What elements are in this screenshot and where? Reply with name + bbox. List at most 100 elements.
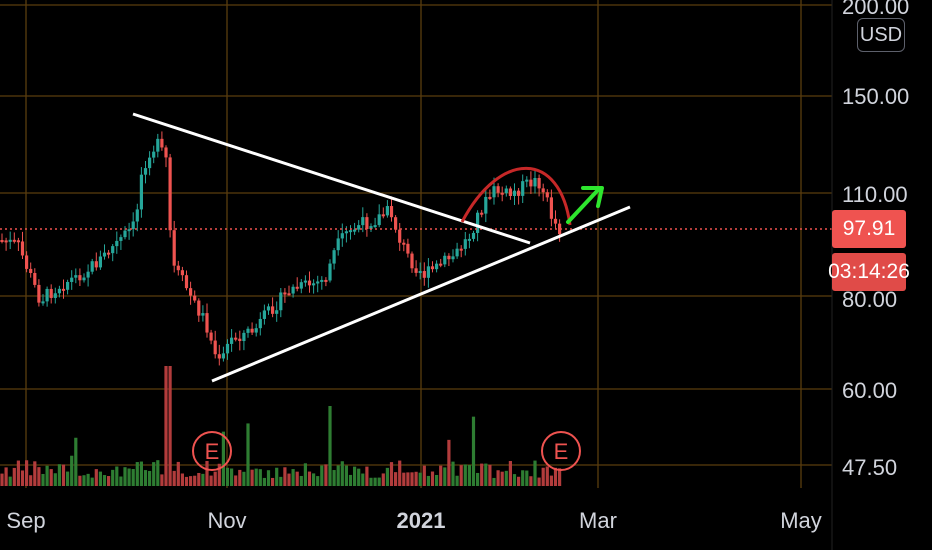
volume-bar: [156, 460, 160, 486]
volume-bar: [41, 473, 45, 486]
candle-body: [86, 271, 90, 278]
volume-bar: [4, 467, 8, 486]
volume-bar: [164, 366, 168, 486]
candle-body: [283, 292, 287, 295]
volume-bar: [422, 465, 426, 486]
candle-body: [361, 217, 365, 226]
candle-body: [324, 279, 328, 282]
price-tick-label: 80.00: [842, 287, 898, 312]
volume-bar: [463, 464, 467, 486]
volume-bar: [398, 460, 402, 486]
candle-body: [299, 282, 303, 289]
candle-body: [94, 261, 98, 268]
volume-bar: [205, 460, 209, 486]
candle-body: [435, 263, 439, 270]
candle-body: [119, 237, 123, 241]
candle-body: [98, 256, 102, 268]
candle-body: [172, 230, 176, 266]
volume-bar: [504, 470, 508, 486]
candle-body: [316, 281, 320, 284]
candle-body: [377, 214, 381, 226]
candle-body: [168, 157, 172, 231]
candle-body: [508, 188, 512, 197]
volume-bar: [271, 477, 275, 486]
candle-body: [16, 240, 20, 243]
date-tick-label: Mar: [579, 508, 617, 533]
candle-body: [225, 343, 230, 354]
volume-bar: [209, 475, 213, 486]
volume-bar: [348, 474, 353, 486]
volume-bar: [230, 468, 234, 486]
volume-bar: [303, 463, 307, 486]
resistance-trendline: [132, 112, 531, 245]
candle-body: [176, 265, 180, 271]
candle-body: [553, 218, 558, 224]
candlesticks: [0, 131, 562, 366]
candle-body: [29, 268, 33, 274]
candle-body: [230, 337, 234, 344]
candle-body: [369, 226, 373, 229]
volume-bar: [193, 475, 197, 486]
volume-bar: [172, 470, 176, 486]
candle-body: [184, 275, 189, 289]
volume-bar: [78, 475, 82, 486]
volume-bar: [467, 464, 471, 486]
volume-bar: [357, 468, 361, 486]
volume-bar: [324, 464, 328, 486]
price-tick-label: 150.00: [842, 84, 910, 109]
candle-body: [139, 174, 143, 210]
candle-body: [209, 332, 213, 341]
candle-body: [422, 271, 426, 278]
date-tick-label: Sep: [6, 508, 46, 533]
candle-body: [332, 250, 336, 264]
candle-body: [143, 168, 148, 175]
candle-body: [12, 239, 16, 242]
price-tick-label: 60.00: [842, 378, 898, 403]
candle-body: [115, 240, 119, 247]
volume-bar: [521, 470, 525, 486]
candle-body: [160, 138, 164, 148]
candle-body: [57, 288, 61, 294]
volume-bar: [377, 477, 381, 486]
candle-body: [389, 206, 394, 218]
candle-body: [0, 240, 4, 242]
candle-body: [123, 230, 127, 238]
volume-bar: [119, 476, 123, 486]
bullish-arrow: [566, 186, 604, 224]
volume-bar: [20, 470, 25, 486]
candle-body: [266, 306, 271, 311]
candle-body: [66, 281, 70, 290]
candle-body: [414, 268, 418, 273]
candle-body: [500, 192, 504, 195]
volume-bar: [107, 476, 111, 486]
date-tick-label: 2021: [396, 508, 446, 533]
currency-button[interactable]: USD: [857, 18, 905, 52]
volume-bar: [8, 476, 12, 486]
candle-body: [451, 256, 455, 260]
earnings-marker[interactable]: E: [192, 431, 232, 471]
candle-body: [303, 280, 307, 283]
candle-body: [275, 310, 279, 314]
volume-bar: [61, 464, 66, 486]
volume-bar: [553, 467, 558, 486]
candle-body: [418, 271, 422, 274]
volume-bars: [0, 366, 562, 486]
volume-bar: [492, 477, 496, 486]
candle-body: [373, 225, 377, 228]
volume-bar: [549, 475, 553, 486]
volume-bar: [29, 475, 33, 486]
volume-bar: [217, 463, 221, 486]
candle-body: [484, 196, 488, 214]
volume-bar: [541, 467, 545, 486]
volume-bar: [430, 471, 435, 486]
volume-bar: [57, 464, 61, 486]
candle-body: [102, 252, 107, 257]
volume-bar: [418, 472, 422, 486]
earnings-marker[interactable]: E: [541, 431, 581, 471]
volume-bar: [98, 471, 102, 486]
candle-body: [480, 212, 484, 215]
volume-bar: [373, 477, 377, 486]
candle-body: [49, 288, 53, 298]
volume-bar: [344, 465, 348, 486]
